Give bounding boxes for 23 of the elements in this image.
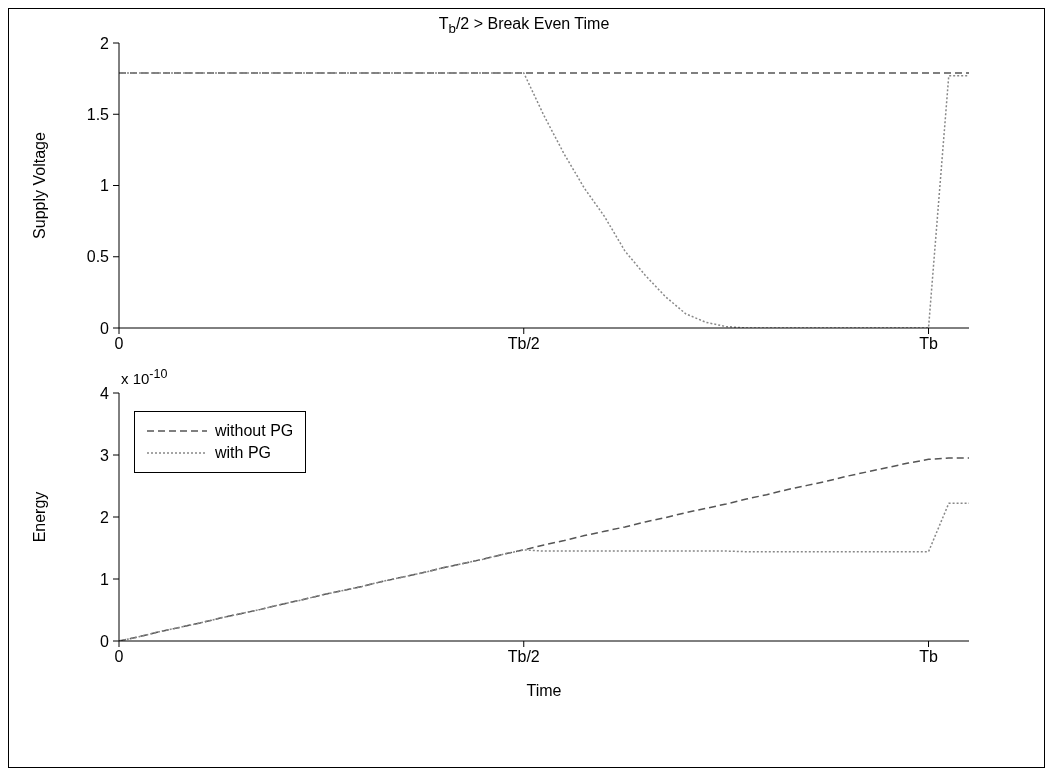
legend-label: with PG [215, 444, 272, 462]
y-tick-label: 2 [100, 34, 110, 52]
y-tick-label: 4 [100, 384, 110, 402]
x-tick-label: Tb/2 [507, 648, 540, 666]
x-axis-title: Time [526, 682, 562, 699]
y-tick-label: 1 [100, 570, 110, 588]
y-axis-title: Energy [30, 491, 48, 543]
x-tick-label: 0 [114, 648, 124, 666]
x-tick-label: Tb [919, 335, 938, 353]
x-tick-label: 0 [114, 335, 124, 353]
text: x 10$^{-10}$ [121, 367, 168, 387]
y-tick-label: 1 [100, 177, 110, 195]
y-tick-label: 0.5 [86, 248, 110, 266]
x-tick-label: Tb/2 [507, 335, 540, 353]
legend-label: without PG [215, 422, 294, 440]
y-tick-label: 0 [100, 632, 110, 650]
y-tick-label: 2 [100, 508, 110, 526]
y-tick-label: 0 [100, 319, 110, 337]
y-tick-label: 3 [100, 446, 110, 464]
y-axis-title: Supply Voltage [30, 132, 48, 239]
chart-title: T$_{b}$/2 > Break Even Time [437, 15, 611, 37]
x-tick-label: Tb [919, 648, 938, 666]
y-tick-label: 1.5 [86, 105, 110, 123]
